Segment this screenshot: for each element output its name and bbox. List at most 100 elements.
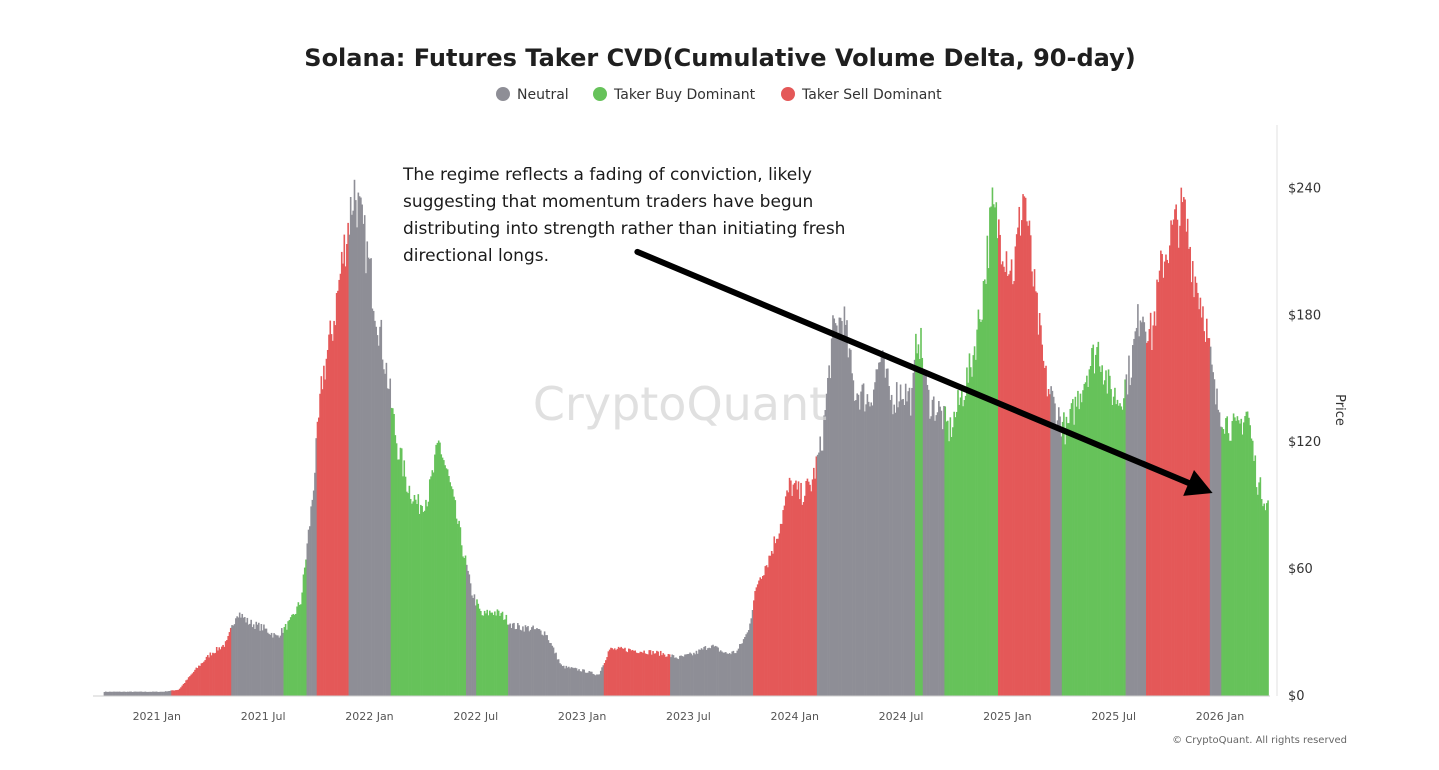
price-bar-sell [616, 648, 619, 696]
price-bar-buy [1075, 406, 1078, 696]
price-bar-neutral [862, 383, 865, 696]
price-bar-sell [790, 480, 792, 696]
price-bar-neutral [127, 691, 130, 696]
price-bar-neutral [353, 179, 356, 697]
price-bar-neutral [141, 691, 144, 696]
price-bar-sell [631, 649, 634, 696]
price-bar-buy [1124, 379, 1126, 696]
price-bar-buy [1074, 396, 1077, 696]
price-bar-neutral [575, 668, 578, 696]
price-bar-neutral [315, 438, 318, 696]
price-bar-neutral [354, 200, 357, 696]
price-bar-neutral [932, 396, 935, 696]
price-bar-neutral [1211, 364, 1213, 696]
price-bar-sell [194, 669, 196, 696]
price-bar-neutral [899, 384, 902, 696]
price-bar-neutral [825, 393, 828, 696]
price-bar-buy [1267, 500, 1269, 696]
price-bar-neutral [150, 691, 153, 696]
price-bar-sell [1147, 341, 1149, 696]
price-bar-neutral [566, 667, 569, 696]
price-bar-neutral [1060, 436, 1063, 696]
price-bar-buy [1100, 371, 1102, 696]
price-bar-sell [778, 533, 781, 696]
price-bar-sell [793, 483, 796, 696]
price-bar-buy [458, 520, 460, 696]
price-bar-sell [182, 683, 185, 696]
price-bar-sell [608, 649, 611, 696]
price-bar-sell [172, 690, 175, 696]
price-bar-neutral [681, 656, 684, 696]
price-bar-neutral [361, 204, 363, 696]
price-bar-buy [450, 486, 453, 696]
price-bar-neutral [835, 325, 838, 696]
price-bar-buy [395, 443, 398, 696]
price-bar-sell [1146, 342, 1148, 696]
price-bar-sell [321, 389, 324, 696]
price-bar-neutral [569, 668, 571, 696]
price-bar-buy [483, 610, 486, 696]
legend-item-neutral[interactable]: Neutral [496, 87, 569, 103]
price-bar-neutral [735, 653, 737, 696]
price-bar-buy [978, 319, 981, 696]
price-bar-neutral [125, 692, 127, 696]
price-bar-neutral [704, 646, 707, 696]
annotation-line: distributing into strength rather than i… [403, 219, 845, 239]
price-bar-sell [1186, 218, 1189, 696]
price-bar-neutral [892, 414, 894, 696]
price-bar-buy [972, 355, 975, 696]
price-bar-neutral [550, 643, 552, 696]
price-bar-buy [449, 482, 451, 696]
price-bar-sell [645, 653, 648, 696]
price-bar-sell [622, 648, 625, 696]
price-bar-sell [1208, 338, 1211, 696]
price-bar-sell [765, 565, 768, 696]
price-bar-sell [628, 648, 630, 696]
price-bar-buy [425, 499, 427, 696]
price-bar-buy [1114, 387, 1116, 696]
price-bar-buy [1234, 417, 1236, 696]
price-bar-sell [659, 650, 662, 696]
price-bar-buy [1061, 421, 1064, 696]
price-bar-neutral [358, 196, 361, 697]
price-bar-buy [1065, 416, 1068, 696]
price-bar-sell [756, 584, 759, 696]
price-bar-neutral [514, 629, 517, 696]
price-bar-buy [1248, 417, 1250, 696]
price-bar-sell [1019, 235, 1022, 696]
price-bar-neutral [894, 412, 897, 696]
price-bar-buy [986, 235, 989, 696]
legend-item-buy[interactable]: Taker Buy Dominant [593, 87, 756, 103]
x-axis-ticks: 2021 Jan 2021 Jul 2022 Jan 2022 Jul 2023… [133, 710, 1245, 723]
price-bar-buy [977, 309, 980, 696]
price-bar-buy [1246, 411, 1249, 696]
price-bar-sell [759, 577, 762, 696]
price-bar-sell [1188, 248, 1190, 696]
price-bar-buy [1258, 482, 1260, 696]
price-bar-buy [1241, 434, 1244, 696]
price-bar-neutral [371, 308, 374, 696]
price-bar-neutral [560, 664, 562, 696]
price-bar-buy [1088, 369, 1091, 696]
price-bar-buy [969, 367, 972, 696]
price-bar-neutral [858, 409, 861, 696]
price-bar-sell [173, 690, 176, 696]
price-bar-neutral [384, 373, 386, 696]
price-bar-buy [1244, 416, 1246, 696]
price-bar-neutral [249, 623, 251, 696]
x-tick-label: 2023 Jan [558, 710, 606, 723]
price-bar-buy [966, 367, 968, 696]
price-bar-buy [1115, 404, 1118, 696]
price-bar-sell [1024, 197, 1027, 696]
price-bar-neutral [895, 382, 898, 696]
price-bar-sell [629, 649, 631, 696]
price-bar-sell [642, 652, 644, 696]
price-bar-sell [625, 651, 628, 696]
price-bar-neutral [843, 306, 846, 696]
legend-item-sell[interactable]: Taker Sell Dominant [781, 87, 942, 103]
price-bar-neutral [552, 647, 555, 696]
price-bar-buy [1078, 409, 1081, 696]
price-bar-buy [505, 614, 508, 696]
price-bar-buy [421, 505, 423, 696]
price-bar-buy [478, 608, 481, 696]
